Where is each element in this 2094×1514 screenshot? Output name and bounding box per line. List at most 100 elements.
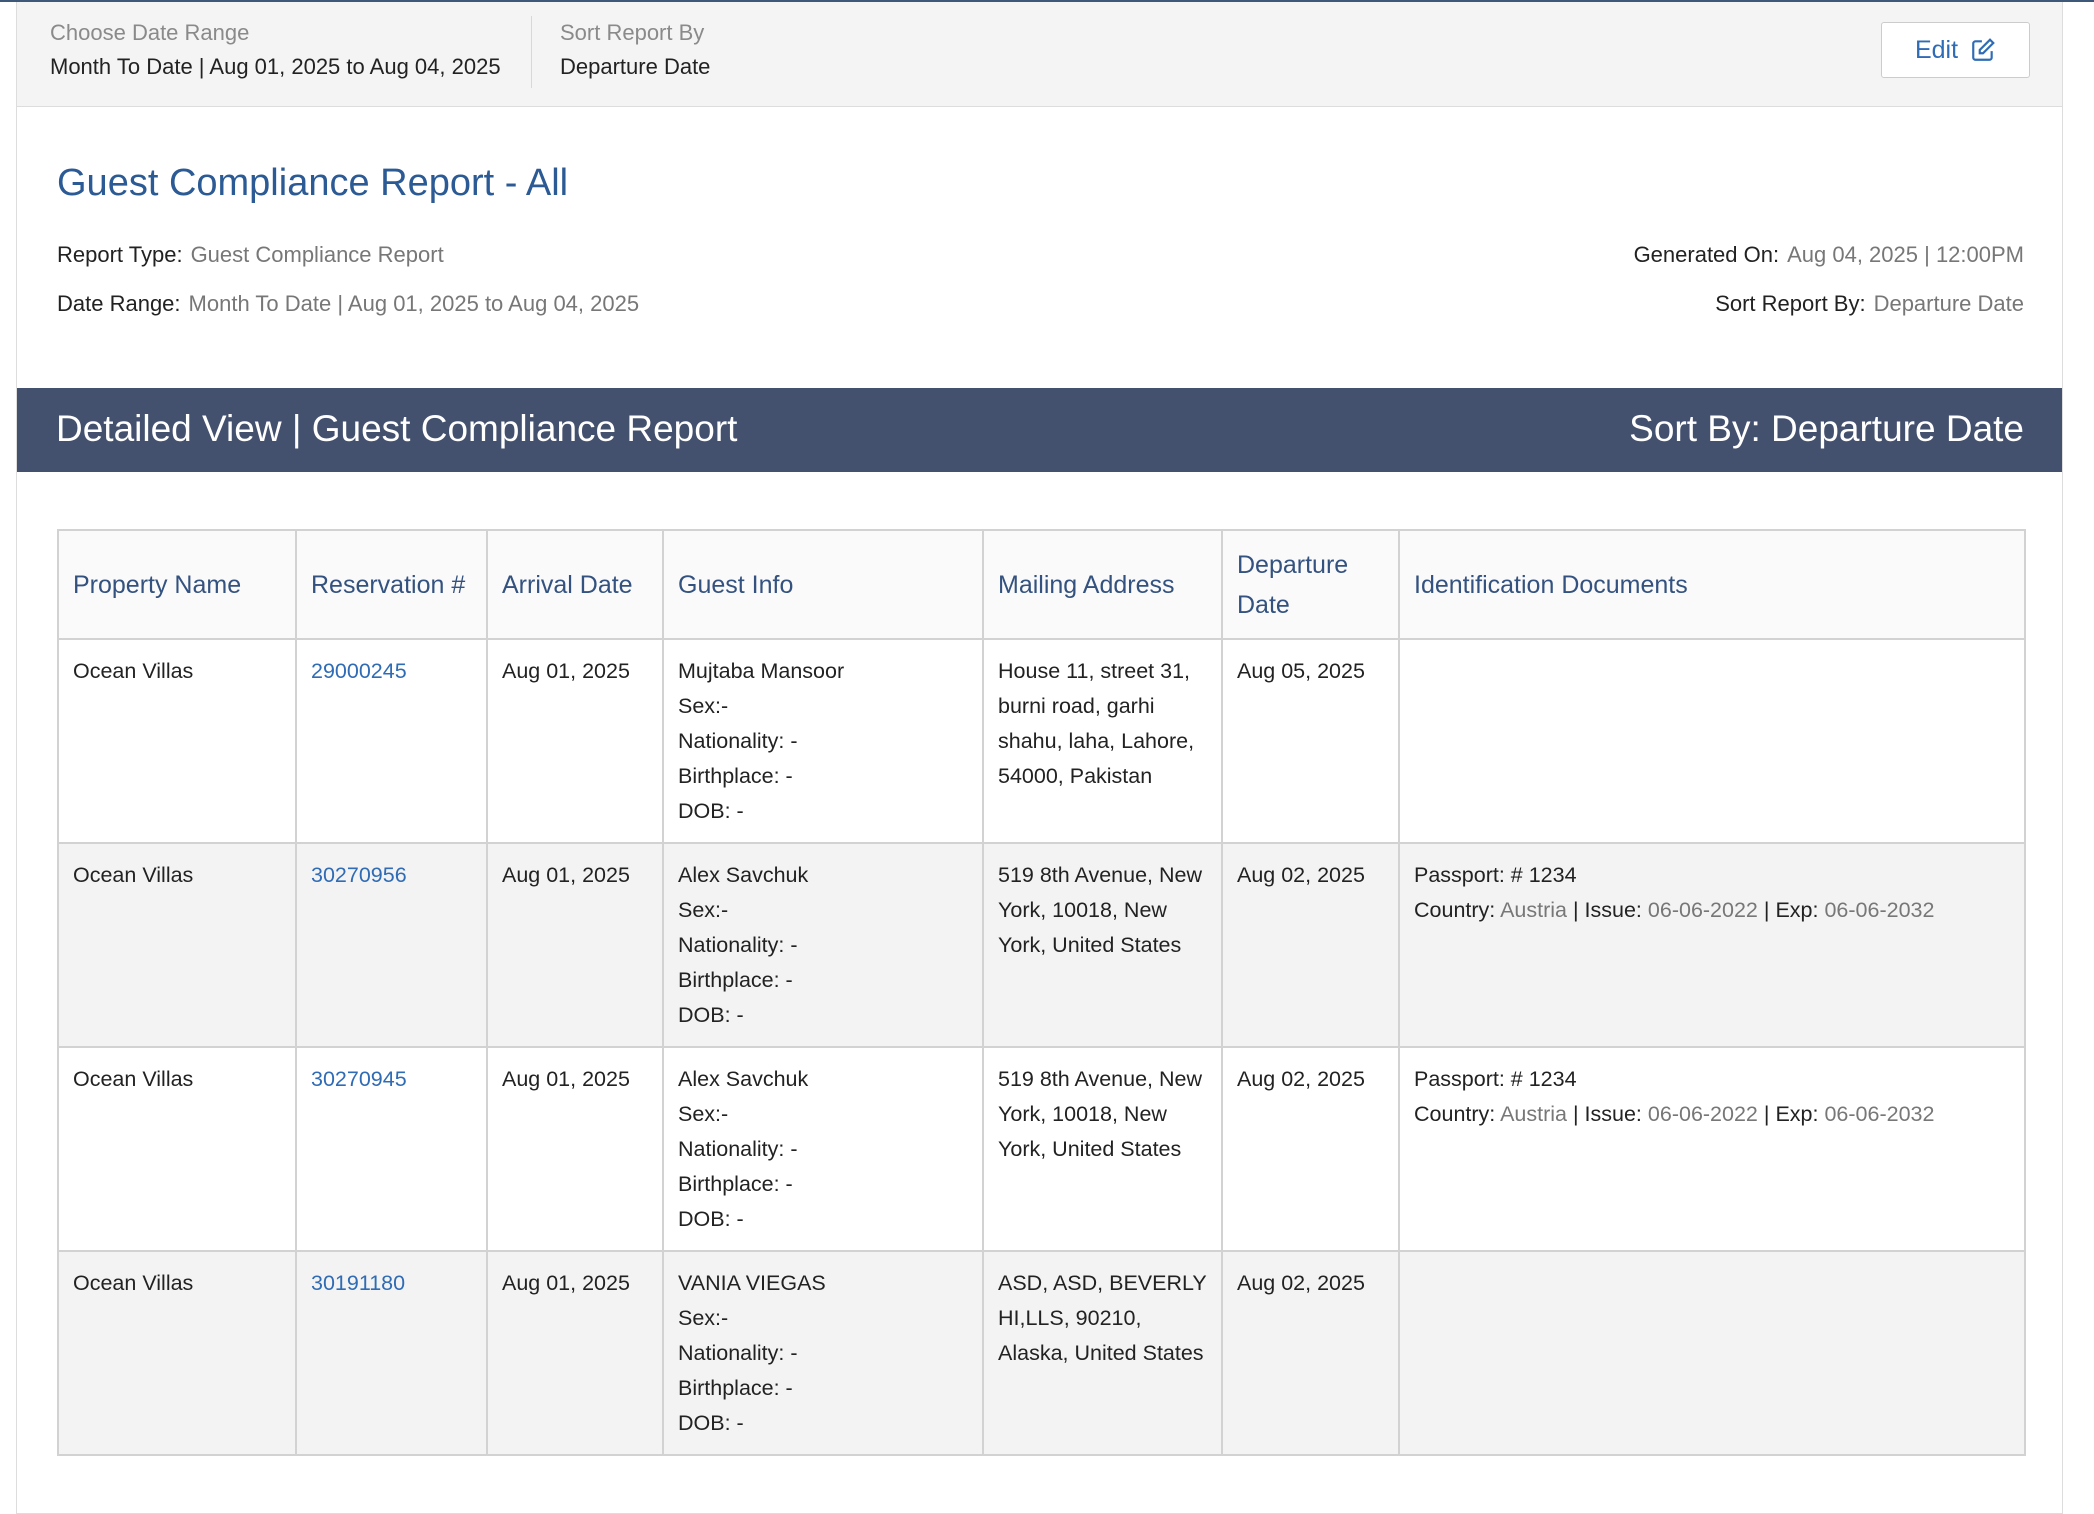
guest-cell: VANIA VIEGAS Sex:- Nationality: - Birthplac… [662,1250,984,1456]
field-label: Issue: [1584,1102,1642,1126]
field-value: 06-06-2032 [1824,898,1935,922]
guest-line: Sex:- [678,694,729,718]
meta-row: Sort Report By: Departure Date [1715,291,2024,317]
arrival-cell: Aug 01, 2025 [486,842,664,1048]
column-header: Reservation # [295,529,488,640]
column-header: Departure Date [1221,529,1400,640]
column-header: Property Name [57,529,297,640]
table-row: Ocean Villas 30270945 Aug 01, 2025 Alex Sav… [57,1046,2026,1252]
divider [531,16,532,88]
meta-row: Date Range: Month To Date | Aug 01, 2025 … [57,291,639,317]
guest-cell: Alex Savchuk Sex:- Nationality: - Birthplac… [662,842,984,1048]
documents-cell [1398,638,2026,844]
departure-cell: Aug 02, 2025 [1221,1250,1400,1456]
reservation-link[interactable]: 30270956 [311,863,407,887]
meta-row: Report Type: Guest Compliance Report [57,242,444,268]
report-table: Property Name Reservation # Arrival Date Gu… [57,529,2026,1456]
guest-line: Nationality: - [678,729,798,753]
guest-line: Sex:- [678,1306,729,1330]
field-label: Issue: [1584,898,1642,922]
property-cell: Ocean Villas [57,1046,297,1252]
table-row: Ocean Villas 30191180 Aug 01, 2025 VANIA VI… [57,1250,2026,1456]
guest-line: DOB: - [678,1411,744,1435]
guest-line: DOB: - [678,799,744,823]
field-value: Austria [1500,1102,1567,1126]
field-label: Exp: [1775,898,1819,922]
guest-line: VANIA VIEGAS [678,1271,826,1295]
documents-cell [1398,1250,2026,1456]
guest-line: Nationality: - [678,1341,798,1365]
meta-value: Departure Date [1873,291,2024,316]
reservation-link[interactable]: 30270945 [311,1067,407,1091]
guest-line: Nationality: - [678,1137,798,1161]
column-header: Guest Info [662,529,984,640]
reservation-cell: 29000245 [295,638,488,844]
field-value: 06-06-2032 [1824,1102,1935,1126]
guest-line: Birthplace: - [678,1172,793,1196]
meta-label: Generated On: [1633,242,1780,267]
edit-label[interactable]: Edit [1914,35,1959,64]
meta-label: Report Type: [57,242,183,267]
guest-line: Birthplace: - [678,968,793,992]
arrival-cell: Aug 01, 2025 [486,1250,664,1456]
edit-button[interactable]: Edit [1881,22,2030,78]
meta-value: Month To Date | Aug 01, 2025 to Aug 04, … [188,291,640,316]
property-cell: Ocean Villas [57,1250,297,1456]
band-title: Detailed View | Guest Compliance Report [56,408,738,449]
address-cell: 519 8th Avenue, New York, 10018, New Yor… [982,842,1223,1048]
guest-line: Sex:- [678,898,729,922]
guest-line: Birthplace: - [678,764,793,788]
passport-line: Passport: # 1234 [1414,863,1577,887]
field-label: Country: [1414,898,1496,922]
departure-cell: Aug 02, 2025 [1221,842,1400,1048]
field-label: Exp: [1775,1102,1819,1126]
table-body: Ocean Villas 29000245 Aug 01, 2025 Mujtaba … [57,638,2026,1456]
guest-line: Nationality: - [678,933,798,957]
column-header: Identification Documents [1398,529,2026,640]
table-row: Ocean Villas 30270956 Aug 01, 2025 Alex Sav… [57,842,2026,1048]
column-header: Mailing Address [982,529,1223,640]
field-value: Austria [1500,898,1567,922]
departure-cell: Aug 05, 2025 [1221,638,1400,844]
meta-value: Guest Compliance Report [190,242,444,267]
reservation-link[interactable]: 30191180 [311,1271,406,1295]
report-title: Guest Compliance Report - All [57,162,569,204]
arrival-cell: Aug 01, 2025 [486,1046,664,1252]
guest-line: Alex Savchuk [678,1067,809,1091]
guest-cell: Alex Savchuk Sex:- Nationality: - Birthplac… [662,1046,984,1252]
guest-line: DOB: - [678,1207,744,1231]
property-cell: Ocean Villas [57,638,297,844]
filter-bar: Choose Date Range Month To Date | Aug 01… [17,2,2062,107]
meta-row: Generated On: Aug 04, 2025 | 12:00PM [1634,242,2024,268]
guest-line: Sex:- [678,1102,729,1126]
field-value: 06-06-2022 [1647,898,1758,922]
header-row: Property Name Reservation # Arrival Date Gu… [57,529,2026,640]
filter-label: Sort Report By [560,20,705,45]
passport-line: Passport: # 1234 [1414,1067,1577,1091]
documents-cell: Passport: # 1234 Country: Austria | Issue… [1398,1046,2026,1252]
reservation-link[interactable]: 29000245 [311,659,407,683]
property-cell: Ocean Villas [57,842,297,1048]
edit-icon[interactable] [1970,37,1996,63]
field-label: Country: [1414,1102,1496,1126]
guest-line: Mujtaba Mansoor [678,659,845,683]
address-cell: House 11, street 31, burni road, garhi s… [982,638,1223,844]
document-fields: Country: Austria | Issue: 06-06-2022 | E… [1414,1097,2010,1132]
report-frame: Choose Date Range Month To Date | Aug 01… [16,2,2063,1514]
guest-cell: Mujtaba Mansoor Sex:- Nationality: - Birthp… [662,638,984,844]
guest-line: Alex Savchuk [678,863,809,887]
section-band: Detailed View | Guest Compliance Report … [17,388,2062,472]
separator: | [1763,1102,1770,1126]
reservation-cell: 30270956 [295,842,488,1048]
table-row: Ocean Villas 29000245 Aug 01, 2025 Mujtaba … [57,638,2026,844]
separator: | [1572,1102,1579,1126]
arrival-cell: Aug 01, 2025 [486,638,664,844]
documents-cell: Passport: # 1234 Country: Austria | Issue… [1398,842,2026,1048]
separator: | [1763,898,1770,922]
meta-value: Aug 04, 2025 | 12:00PM [1787,242,2024,267]
guest-line: Birthplace: - [678,1376,793,1400]
band-sort: Sort By: Departure Date [1629,408,2024,449]
document-fields: Country: Austria | Issue: 06-06-2022 | E… [1414,893,2010,928]
filter-value: Month To Date | Aug 01, 2025 to Aug 04, … [50,54,501,79]
